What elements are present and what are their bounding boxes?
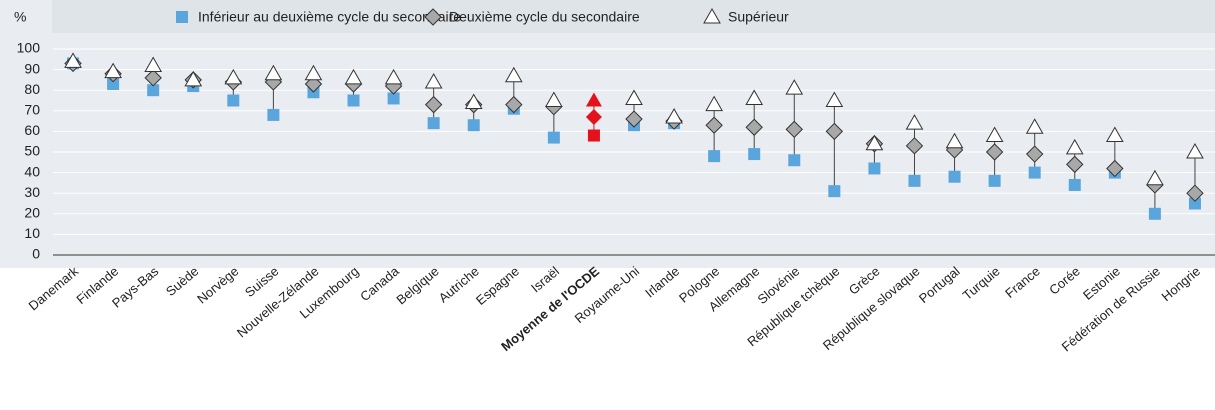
point-triangle xyxy=(545,91,563,107)
point-triangle xyxy=(184,70,203,87)
legend-marker xyxy=(176,11,188,23)
point-square xyxy=(347,94,360,107)
x-tick-label: Espagne xyxy=(473,263,522,307)
y-tick-label: 80 xyxy=(24,81,40,97)
point-triangle xyxy=(64,52,82,68)
point-diamond xyxy=(424,95,443,114)
x-tick-label: Turquie xyxy=(960,263,1003,303)
x-tick-label: Belgique xyxy=(393,263,441,307)
point-triangle xyxy=(504,66,523,83)
y-tick-label: 0 xyxy=(32,246,40,262)
point-triangle xyxy=(985,126,1004,143)
y-tick-label: 30 xyxy=(24,184,40,200)
point-diamond xyxy=(705,116,723,134)
point-triangle xyxy=(464,93,483,110)
point-square xyxy=(1068,178,1081,191)
point-diamond xyxy=(785,120,803,139)
y-tick-label: 10 xyxy=(24,225,40,241)
y-tick-label: 90 xyxy=(24,60,40,76)
legend-marker xyxy=(703,7,721,24)
y-tick-label: 60 xyxy=(24,122,40,138)
point-square xyxy=(748,148,761,161)
point-triangle xyxy=(585,92,602,107)
x-tick-label: Israël xyxy=(528,263,562,295)
x-tick-label: Corée xyxy=(1046,263,1083,297)
point-diamond xyxy=(144,69,162,87)
legend-marker xyxy=(424,8,442,26)
point-square xyxy=(107,78,120,91)
point-triangle xyxy=(1186,142,1204,159)
point-diamond xyxy=(905,137,924,155)
y-tick-label: 40 xyxy=(24,163,40,179)
point-triangle xyxy=(384,68,403,85)
point-square xyxy=(227,94,240,107)
point-triangle xyxy=(1105,126,1124,143)
legend-band xyxy=(52,0,1215,33)
point-triangle xyxy=(665,107,683,124)
point-triangle xyxy=(104,62,122,79)
point-triangle xyxy=(344,68,363,85)
point-triangle xyxy=(304,64,323,81)
point-triangle xyxy=(1065,138,1084,155)
point-triangle xyxy=(1146,169,1164,186)
point-diamond xyxy=(1186,184,1204,202)
point-square xyxy=(1028,166,1041,179)
y-tick-label: 100 xyxy=(17,40,41,56)
point-triangle xyxy=(785,79,804,95)
point-diamond xyxy=(1025,145,1044,163)
point-diamond xyxy=(1106,159,1124,178)
x-tick-label: France xyxy=(1002,263,1043,301)
point-square xyxy=(267,108,280,121)
x-tick-label: Danemark xyxy=(26,263,82,313)
point-square xyxy=(988,174,1001,187)
point-diamond xyxy=(585,108,602,125)
point-diamond xyxy=(745,118,763,136)
x-tick-label: Hongrie xyxy=(1159,263,1204,304)
point-square xyxy=(708,150,721,163)
point-triangle xyxy=(865,134,884,151)
point-square xyxy=(427,117,440,130)
point-square xyxy=(1148,207,1161,220)
point-triangle xyxy=(264,64,283,81)
point-diamond xyxy=(625,110,643,128)
point-diamond xyxy=(825,122,844,141)
point-triangle xyxy=(905,114,924,130)
point-square xyxy=(868,162,881,175)
legend-label: Deuxième cycle du secondaire xyxy=(449,9,640,25)
point-square xyxy=(547,131,560,144)
point-triangle xyxy=(424,72,443,89)
legend-label: Supérieur xyxy=(728,9,789,25)
point-square xyxy=(467,119,480,132)
point-triangle xyxy=(705,95,723,112)
y-axis-label: % xyxy=(14,9,26,25)
point-square xyxy=(908,174,921,187)
point-triangle xyxy=(144,56,163,72)
point-diamond xyxy=(985,143,1004,161)
point-square xyxy=(387,92,400,105)
legend-label: Inférieur au deuxième cycle du secondair… xyxy=(198,9,461,25)
plot-background xyxy=(0,0,1215,268)
point-triangle xyxy=(825,91,844,107)
point-triangle xyxy=(745,89,764,105)
point-square xyxy=(587,129,600,142)
point-triangle xyxy=(1025,118,1044,134)
point-diamond xyxy=(505,95,523,114)
point-square xyxy=(147,84,160,97)
point-diamond xyxy=(1066,155,1084,174)
y-tick-label: 20 xyxy=(24,205,40,221)
y-tick-label: 50 xyxy=(24,143,40,159)
x-tick-label: Norvège xyxy=(194,263,241,306)
point-square xyxy=(788,154,801,167)
point-square xyxy=(1188,197,1201,210)
point-square xyxy=(828,185,841,198)
point-triangle xyxy=(224,68,243,85)
point-triangle xyxy=(945,132,964,149)
y-tick-label: 70 xyxy=(24,102,40,118)
x-tick-label: Portugal xyxy=(916,263,963,306)
point-square xyxy=(948,170,961,183)
point-triangle xyxy=(625,89,643,105)
